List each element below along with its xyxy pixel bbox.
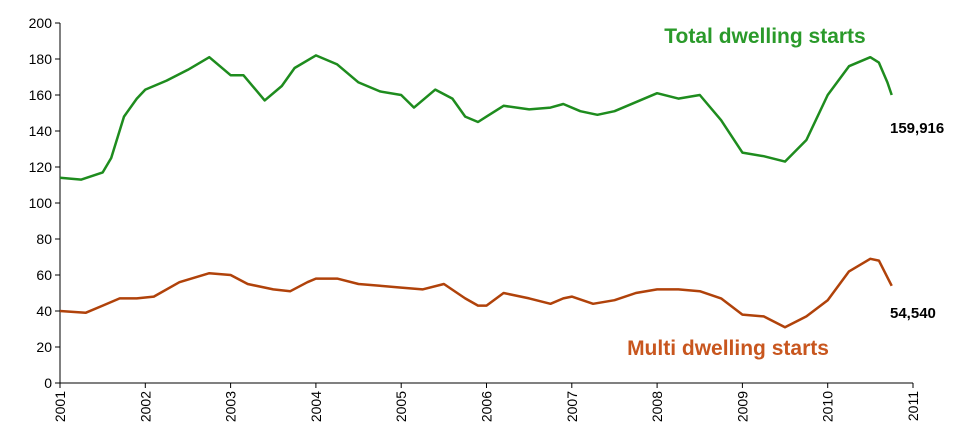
y-tick-label: 200 [29, 15, 53, 31]
end-value-label: 54,540 [890, 305, 936, 322]
x-tick-label: 2003 [223, 391, 239, 422]
y-tick-label: 40 [36, 303, 52, 319]
x-tick-label: 2001 [52, 391, 68, 422]
x-tick-label: 2007 [564, 391, 580, 422]
x-tick-label: 2004 [308, 391, 324, 422]
x-tick-label: 2011 [905, 391, 921, 421]
data-line [59, 54, 893, 181]
y-tick-label: 180 [29, 51, 53, 67]
y-tick-label: 0 [44, 375, 52, 391]
y-tick-label: 20 [36, 339, 52, 355]
x-tick-label: 2002 [137, 391, 153, 422]
y-tick-label: 120 [29, 159, 53, 175]
x-tick-label: 2006 [479, 391, 495, 422]
x-tick-label: 2008 [649, 391, 665, 422]
x-tick-label: 2010 [820, 391, 836, 422]
y-tick-label: 100 [29, 195, 53, 211]
y-tick-label: 60 [36, 267, 52, 283]
x-tick-label: 2009 [734, 391, 750, 422]
series-label: Total dwelling starts [664, 25, 865, 48]
series-label: Multi dwelling starts [627, 337, 829, 360]
data-line [59, 257, 893, 329]
end-value-label: 159,916 [890, 120, 944, 137]
y-tick-label: 80 [36, 231, 52, 247]
y-tick-label: 160 [29, 87, 53, 103]
y-tick-label: 140 [29, 123, 53, 139]
x-tick-label: 2005 [393, 391, 409, 422]
